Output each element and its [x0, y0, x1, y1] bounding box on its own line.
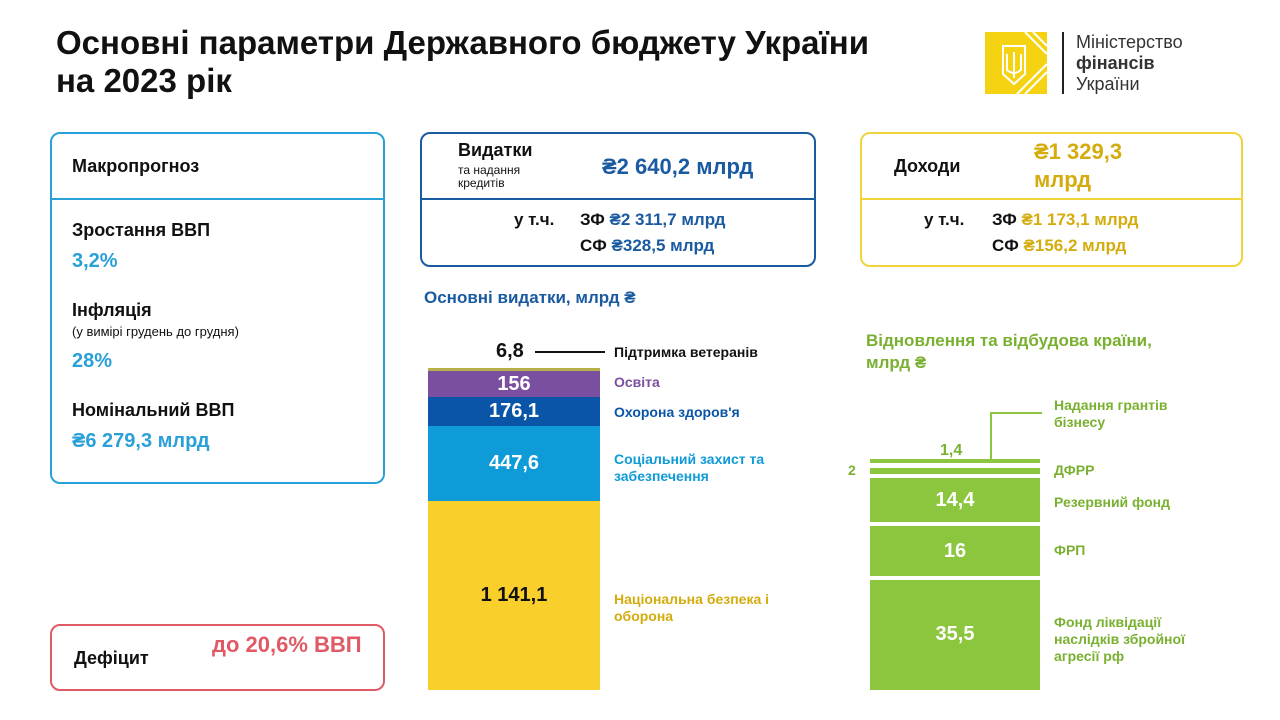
grants-leader-h: [990, 412, 1042, 414]
expenses-incl: у т.ч.: [514, 210, 555, 229]
bar-segment: [870, 467, 1040, 474]
gdp-growth-label: Зростання ВВП: [72, 220, 211, 240]
macro-forecast-card: Макропрогноз Зростання ВВП 3,2% Інфляція…: [50, 132, 385, 484]
logo-divider: [1062, 32, 1064, 94]
gdp-growth-value: 3,2%: [72, 250, 118, 272]
expenses-card: Видатки та надання кредитів ₴2 640,2 млр…: [420, 132, 816, 267]
label-social: Соціальний захист та забезпечення: [614, 451, 765, 484]
bar-segment: [428, 368, 600, 372]
deficit-label: Дефіцит: [74, 648, 149, 668]
inflation-note: (у вимірі грудень до грудня): [72, 324, 239, 339]
inflation-label: Інфляція: [72, 300, 152, 320]
bar-segment: 1 141,1: [428, 500, 600, 690]
bar-segment: 14,4: [870, 477, 1040, 523]
trident-logo-icon: [985, 31, 1048, 95]
bar-segment: 176,1: [428, 397, 600, 427]
label-veterans: Підтримка ветеранів: [614, 344, 758, 360]
deficit-card: Дефіцит до 20,6% ВВП: [50, 624, 385, 691]
bar-segment: 16: [870, 526, 1040, 576]
deficit-value: до 20,6% ВВП: [212, 632, 362, 657]
grants-value: 1,4: [940, 442, 963, 459]
label-grants: Надання грантів бізнесу: [1054, 397, 1168, 430]
label-education: Освіта: [614, 374, 660, 390]
veterans-value: 6,8: [496, 340, 524, 362]
nominal-gdp-label: Номінальний ВВП: [72, 400, 235, 420]
income-card: Доходи ₴1 329,3 млрд у т.ч. ЗФ ₴1 173,1 …: [860, 132, 1243, 267]
grants-leader-v: [990, 412, 992, 462]
exp-zf-value: ₴2 311,7 млрд: [609, 210, 726, 229]
income-total: ₴1 329,3 млрд: [1034, 139, 1123, 192]
label-defense: Національна безпека і оборона: [614, 591, 770, 624]
expenses-sub: та надання кредитів: [458, 163, 521, 190]
exp-zf-label: ЗФ: [580, 210, 605, 229]
page-title: Основні параметри Державного бюджету Укр…: [56, 24, 869, 99]
bar-segment: [870, 459, 1040, 464]
macro-header: Макропрогноз: [52, 134, 383, 200]
ministry-logo-text: Міністерство фінансів України: [1076, 32, 1183, 95]
inc-zf-value: ₴1 173,1 млрд: [1021, 210, 1139, 229]
label-aggression-fund: Фонд ліквідації наслідків збройної агрес…: [1054, 614, 1186, 664]
label-health: Охорона здоров'я: [614, 404, 740, 420]
inc-sf-value: ₴156,2 млрд: [1023, 236, 1127, 255]
inflation-value: 28%: [72, 350, 113, 372]
income-incl: у т.ч.: [924, 210, 965, 229]
nominal-gdp-value: ₴6 279,3 млрд: [72, 430, 210, 452]
bar-segment: 35,5: [870, 579, 1040, 690]
bar-segment: 156: [428, 371, 600, 398]
exp-sf-label: СФ: [580, 236, 607, 255]
exp-sf-value: ₴328,5 млрд: [611, 236, 715, 255]
label-frp: ФРП: [1054, 542, 1086, 558]
inc-sf-label: СФ: [992, 236, 1019, 255]
veterans-leader-line: [535, 351, 605, 353]
income-label: Доходи: [894, 156, 961, 176]
expenses-total: ₴2 640,2 млрд: [602, 154, 754, 179]
expenses-chart-title: Основні видатки, млрд ₴: [424, 288, 636, 307]
expenses-label: Видатки: [458, 140, 533, 160]
bar-segment: 447,6: [428, 426, 600, 501]
inc-zf-label: ЗФ: [992, 210, 1017, 229]
logo-line2: фінансів: [1076, 53, 1155, 73]
label-reserve: Резервний фонд: [1054, 494, 1171, 510]
logo-line1: Міністерство: [1076, 32, 1183, 52]
logo-line3: України: [1076, 74, 1140, 94]
dfrr-value: 2: [848, 462, 856, 478]
label-dfrr: ДФРР: [1054, 462, 1095, 478]
recovery-chart-title: Відновлення та відбудова країни, млрд ₴: [866, 331, 1152, 372]
